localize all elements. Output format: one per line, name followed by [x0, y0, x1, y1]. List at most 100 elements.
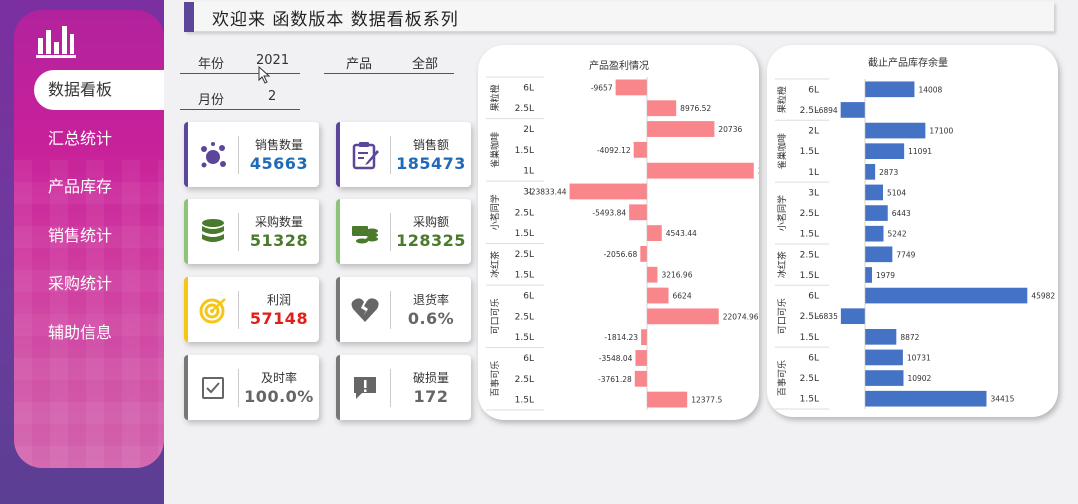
size-label: 1.5L: [800, 395, 819, 405]
profit-chart-card: 产品盈利情况 果粒橙 6L -9657 2.5L 8976.52 雀巢咖啡 2L 20736 1…: [478, 45, 759, 420]
kpi-card-purchase-amount[interactable]: 采购额 128325: [336, 199, 471, 264]
kpi-card-return-rate[interactable]: 退货率 0.6%: [336, 277, 471, 342]
sidebar-background-image: [14, 160, 164, 468]
data-label: 5104: [887, 188, 906, 197]
bar: [647, 266, 658, 283]
kpi-value: 0.6%: [407, 309, 455, 328]
size-label: 1.5L: [515, 271, 534, 281]
bar: [865, 184, 884, 201]
size-label: 6L: [523, 83, 534, 93]
alert-message-icon: [354, 377, 376, 399]
nav-item-auxiliary[interactable]: 辅助信息: [14, 313, 164, 353]
nav-item-label: 产品库存: [48, 177, 113, 196]
data-label: -5493.84: [592, 208, 626, 217]
month-filter-label: 月份: [198, 93, 225, 108]
kpi-label: 破损量: [412, 371, 449, 385]
data-label: 12377.5: [691, 396, 722, 405]
month-filter-value: 2: [268, 89, 277, 104]
kpi-card-on-time-rate[interactable]: 及时率 100.0%: [184, 355, 319, 420]
kpi-label: 采购数量: [254, 215, 303, 229]
bar: [865, 390, 987, 407]
kpi-accent-bar: [184, 199, 188, 264]
data-label: 34415: [990, 395, 1014, 404]
size-label: 2.5L: [800, 250, 819, 260]
data-label: 10731: [907, 353, 931, 362]
header-bar: 欢迎来 函数版本 数据看板系列: [184, 2, 1054, 32]
nav-item-sales[interactable]: 销售统计: [14, 216, 164, 256]
nav-item-inventory[interactable]: 产品库存: [14, 167, 164, 207]
data-label: -2056.68: [604, 250, 638, 259]
clipboard-edit-icon: [352, 142, 379, 170]
kpi-value: 128325: [396, 231, 466, 250]
bar: [647, 162, 754, 179]
bar: [865, 246, 893, 263]
nav-item-label: 数据看板: [48, 80, 113, 99]
nav-item-label: 辅助信息: [48, 323, 113, 342]
size-label: 6L: [523, 354, 534, 364]
size-label: 2.5L: [800, 374, 819, 384]
bar: [647, 100, 677, 117]
size-label: 2.5L: [515, 375, 534, 385]
bar: [865, 205, 888, 221]
size-label: 1L: [808, 168, 819, 178]
size-label: 2.5L: [515, 250, 534, 260]
nav-item-label: 汇总统计: [48, 129, 113, 148]
group-label: 冰红茶: [776, 251, 788, 278]
bar: [865, 328, 897, 345]
month-filter[interactable]: 月份 2: [180, 86, 300, 110]
data-label: -1814.23: [604, 333, 638, 342]
kpi-card-purchase-qty[interactable]: 采购数量 51328: [184, 199, 319, 264]
year-filter[interactable]: 年份 2021: [180, 50, 300, 74]
bar: [865, 349, 903, 366]
nav-item-summary[interactable]: 汇总统计: [14, 119, 164, 159]
molecule-icon: [201, 142, 226, 168]
profit-chart: 果粒橙 6L -9657 2.5L 8976.52 雀巢咖啡 2L 20736 1.5L -409…: [486, 76, 759, 411]
size-label: 1.5L: [800, 147, 819, 157]
size-label: 1L: [523, 167, 534, 177]
size-label: 3L: [523, 187, 534, 197]
kpi-accent-bar: [336, 355, 340, 420]
bar: [865, 163, 876, 180]
data-label: -3761.28: [598, 375, 632, 384]
kpi-value: 57148: [249, 309, 309, 328]
kpi-value: 51328: [249, 231, 309, 250]
data-label: 6443: [892, 209, 911, 218]
kpi-card-sales-amount[interactable]: 销售额 185473: [336, 122, 471, 187]
bar: [647, 308, 719, 325]
kpi-label: 销售额: [412, 138, 449, 152]
inventory-chart-title: 截止产品库存余量: [868, 58, 948, 69]
product-filter[interactable]: 产品 全部: [324, 50, 454, 74]
bar: [635, 350, 647, 366]
group-label: 可口可乐: [489, 298, 501, 334]
inventory-chart-card: 截止产品库存余量 果粒橙 6L 14008 2.5L -6894 雀巢咖啡 2L 17100 1…: [767, 45, 1058, 417]
nav-item-purchase[interactable]: 采购统计: [14, 264, 164, 304]
size-label: 2.5L: [515, 312, 534, 322]
nav-item-dashboard[interactable]: 数据看板: [34, 70, 164, 110]
data-label: 6624: [673, 292, 692, 301]
size-label: 1.5L: [800, 230, 819, 240]
group-label: 小茗同学: [776, 195, 788, 231]
kpi-divider: [238, 291, 239, 329]
size-label: 2L: [523, 125, 534, 135]
data-label: 7749: [896, 250, 915, 259]
data-label: 8872: [900, 333, 919, 342]
kpi-label: 采购额: [412, 215, 449, 229]
kpi-card-damage[interactable]: 破损量 172: [336, 355, 471, 420]
checkbox-icon: [202, 377, 224, 399]
kpi-divider: [390, 136, 391, 174]
data-label: 5242: [888, 230, 907, 239]
kpi-value: 45663: [249, 154, 309, 173]
bar: [865, 122, 926, 139]
product-filter-value: 全部: [412, 57, 439, 72]
data-label: -6835: [816, 312, 838, 321]
size-label: 6L: [808, 353, 819, 363]
sidebar: 数据看板 汇总统计 产品库存 销售统计 采购统计 辅助信息: [14, 10, 164, 468]
data-label: 45982: [1031, 292, 1055, 301]
bar: [615, 79, 647, 96]
kpi-card-sales-qty[interactable]: 销售数量 45663: [184, 122, 319, 187]
kpi-card-profit[interactable]: 利润 57148: [184, 277, 319, 342]
kpi-value: 100.0%: [244, 387, 314, 406]
size-label: 1.5L: [515, 229, 534, 239]
size-label: 6L: [808, 85, 819, 95]
group-label: 果粒橙: [776, 86, 788, 113]
